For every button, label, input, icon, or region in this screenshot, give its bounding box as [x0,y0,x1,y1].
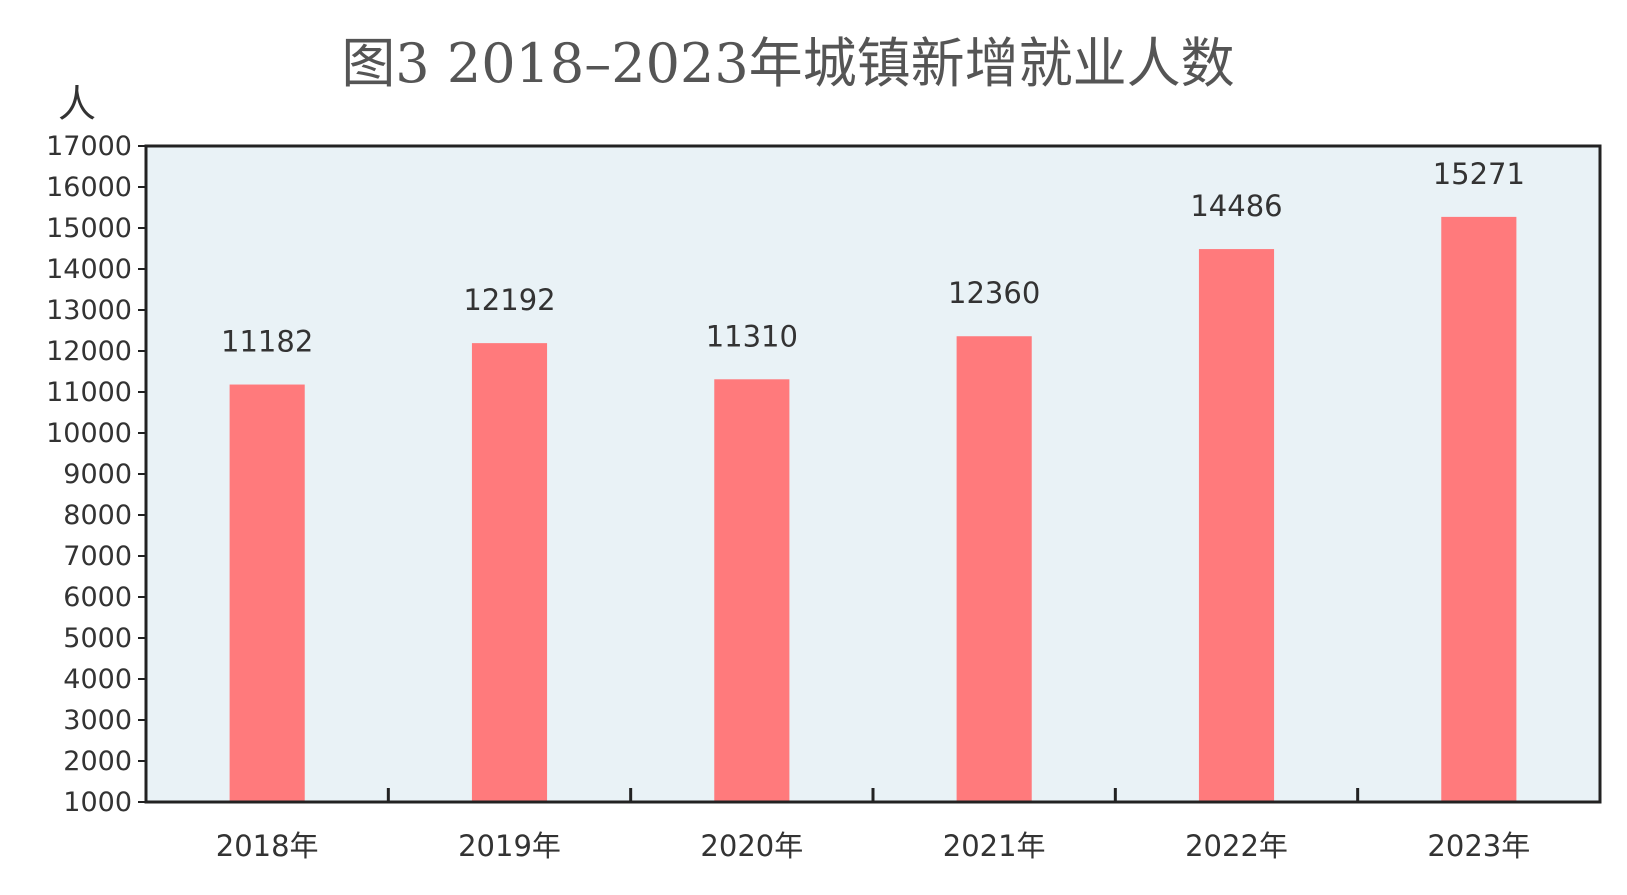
y-tick-label: 6000 [63,582,132,613]
bar [956,336,1032,802]
y-tick-label: 5000 [63,623,132,654]
bar-value-label: 12192 [463,283,555,317]
y-tick-label: 3000 [63,705,132,736]
y-tick-label: 2000 [63,746,132,777]
bar-value-label: 14486 [1190,189,1282,223]
y-tick-label: 13000 [46,295,132,326]
x-category-label: 2018年 [216,829,319,863]
y-tick-label: 12000 [46,336,132,367]
y-tick-label: 1000 [63,787,132,818]
bar [471,343,548,802]
x-axis-ticks [386,788,1360,802]
bars-group [229,216,1517,803]
x-category-label: 2019年 [458,829,561,863]
y-tick-label: 17000 [46,131,132,162]
bar [1441,216,1517,802]
y-tick-label: 11000 [46,377,132,408]
y-axis-ticks: 1000 2000 3000 4000 5000 6000 7000 8000 9000 1000… [46,131,146,818]
y-tick-label: 15000 [46,213,132,244]
y-tick-label: 7000 [63,541,132,572]
y-tick-label: 16000 [46,172,132,203]
bar [714,379,790,802]
x-category-label: 2023年 [1427,829,1530,863]
x-axis-category-labels: 2018年 2019年 2020年 2021年 2022年 2023年 [216,829,1530,863]
bar-value-label: 15271 [1433,157,1525,191]
bar-value-label: 12360 [948,276,1040,310]
y-tick-label: 9000 [63,459,132,490]
x-category-label: 2022年 [1185,829,1288,863]
bar-value-label: 11182 [221,325,313,359]
x-category-label: 2020年 [700,829,803,863]
y-tick-label: 4000 [63,664,132,695]
y-tick-label: 10000 [46,418,132,449]
plot-frame [144,144,1602,804]
chart-title: 图3 2018–2023年城镇新增就业人数 [341,32,1234,95]
plot-background [146,146,1600,802]
y-tick-label: 14000 [46,254,132,285]
bar [229,384,305,802]
data-labels-group: 11182 12192 11310 12360 14486 15271 [221,157,1525,359]
x-category-label: 2021年 [943,829,1046,863]
bar-value-label: 11310 [706,319,798,353]
y-tick-label: 8000 [63,500,132,531]
y-axis-label: 人 [58,82,96,126]
bar [1198,249,1275,803]
